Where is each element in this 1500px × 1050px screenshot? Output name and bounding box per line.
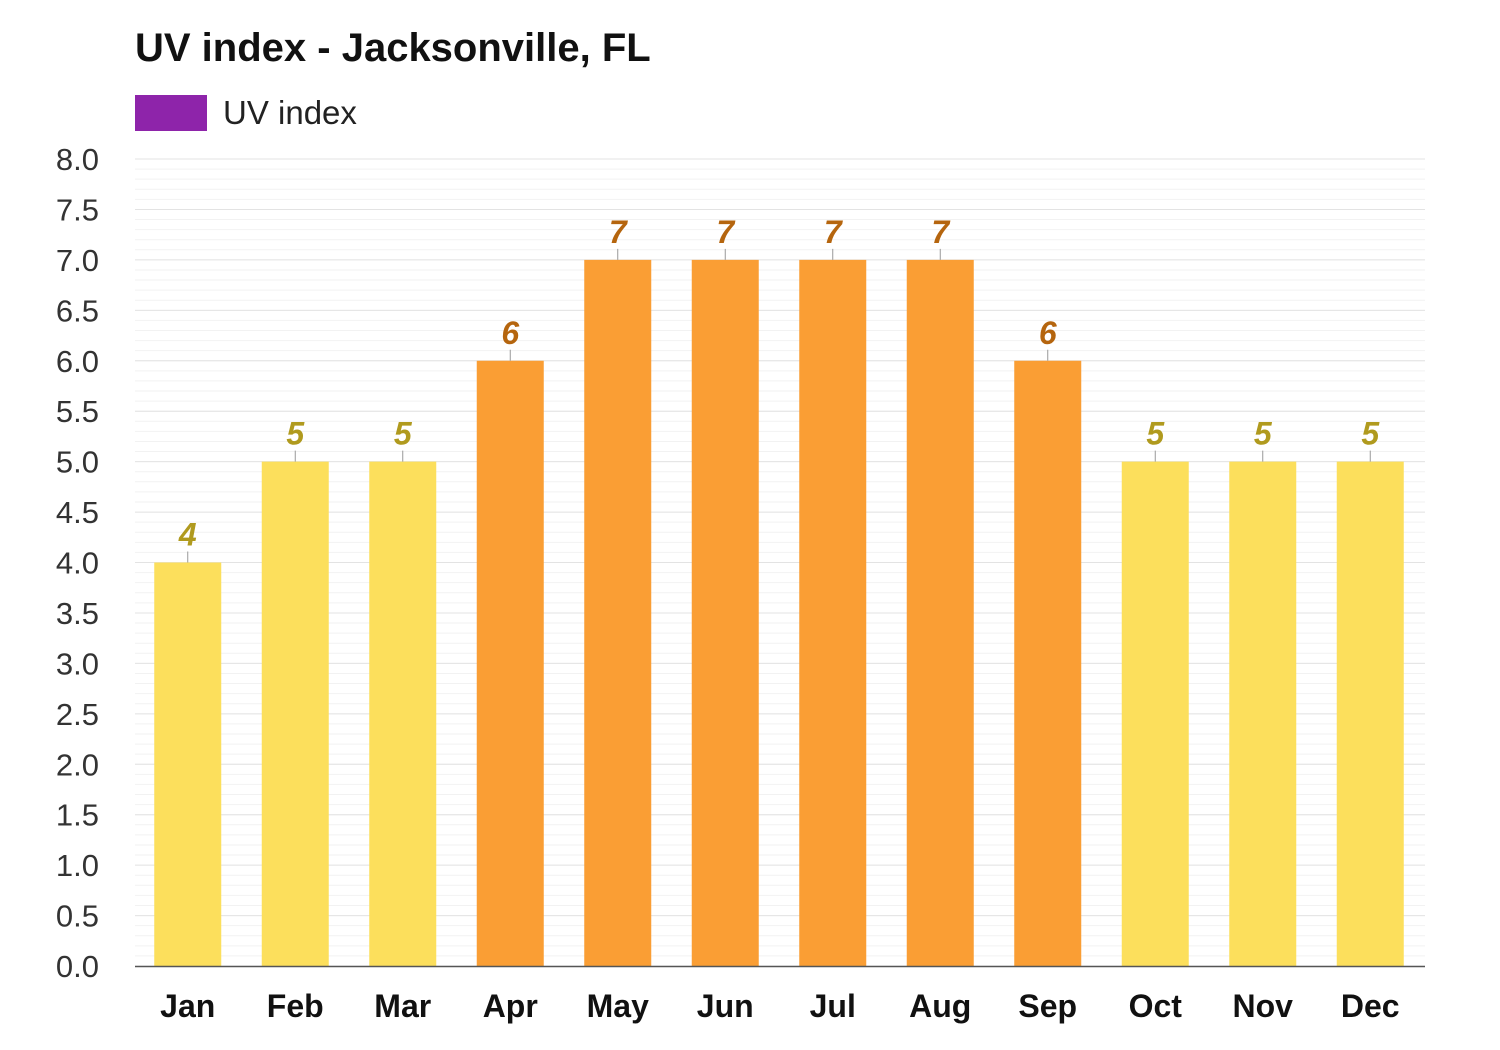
y-tick-label: 1.0 [56,848,99,883]
y-tick-label: 6.0 [56,344,99,379]
x-tick-label-may: May [587,988,649,1024]
x-tick-label-jan: Jan [160,988,215,1024]
bar-jun [691,259,759,966]
y-tick-label: 4.0 [56,546,99,581]
bar-sep [1014,360,1082,966]
x-tick-label-sep: Sep [1018,988,1077,1024]
y-tick-label: 8.0 [56,142,99,177]
x-tick-label-mar: Mar [374,988,431,1024]
y-tick-label: 2.0 [56,747,99,782]
data-label-mar: 5 [394,416,413,452]
bar-jul [799,259,867,966]
bar-mar [369,461,437,966]
y-tick-label: 3.5 [56,596,99,631]
x-tick-label-dec: Dec [1341,988,1400,1024]
y-tick-label: 7.0 [56,243,99,278]
y-tick-label: 2.5 [56,697,99,732]
axes: 0.0 0.5 1.0 1.5 2.0 2.5 3.0 3.5 4.0 4.5 5.0 5.5 6.0 6… [56,142,1425,1024]
y-tick-label: 0.5 [56,899,99,934]
bar-aug [906,259,974,966]
bar-jan [154,562,222,966]
data-label-sep: 6 [1039,315,1057,351]
y-tick-label: 1.5 [56,798,99,833]
y-tick-label: 4.5 [56,495,99,530]
x-tick-label-jun: Jun [697,988,754,1024]
bar-dec [1336,461,1404,966]
data-label-nov: 5 [1254,416,1273,452]
bar-nov [1229,461,1297,966]
data-label-jul: 7 [824,214,844,250]
y-tick-label: 0.0 [56,949,99,984]
data-label-aug: 7 [931,214,951,250]
x-tick-label-nov: Nov [1233,988,1294,1024]
data-label-apr: 6 [501,315,519,351]
y-tick-label: 6.5 [56,293,99,328]
legend[interactable]: UV index [135,94,357,131]
x-tick-label-aug: Aug [909,988,971,1024]
data-label-oct: 5 [1146,416,1165,452]
legend-swatch [135,95,207,131]
x-tick-label-jul: Jul [810,988,856,1024]
data-label-may: 7 [609,214,629,250]
chart-title: UV index - Jacksonville, FL [135,26,651,70]
bars: 4 5 5 6 7 7 7 7 6 5 5 5 [154,214,1404,966]
gridlines [135,158,1425,967]
data-label-feb: 5 [286,416,305,452]
bar-oct [1121,461,1189,966]
bar-may [584,259,652,966]
x-tick-label-apr: Apr [483,988,538,1024]
data-label-dec: 5 [1361,416,1380,452]
data-label-jun: 7 [716,214,736,250]
x-tick-label-feb: Feb [267,988,324,1024]
y-tick-label: 5.5 [56,394,99,429]
x-tick-label-oct: Oct [1129,988,1183,1024]
bar-feb [261,461,329,966]
y-tick-label: 3.0 [56,646,99,681]
y-tick-label: 7.5 [56,192,99,227]
data-label-jan: 4 [178,517,197,553]
legend-label: UV index [223,94,357,131]
y-tick-label: 5.0 [56,445,99,480]
bar-apr [476,360,544,966]
